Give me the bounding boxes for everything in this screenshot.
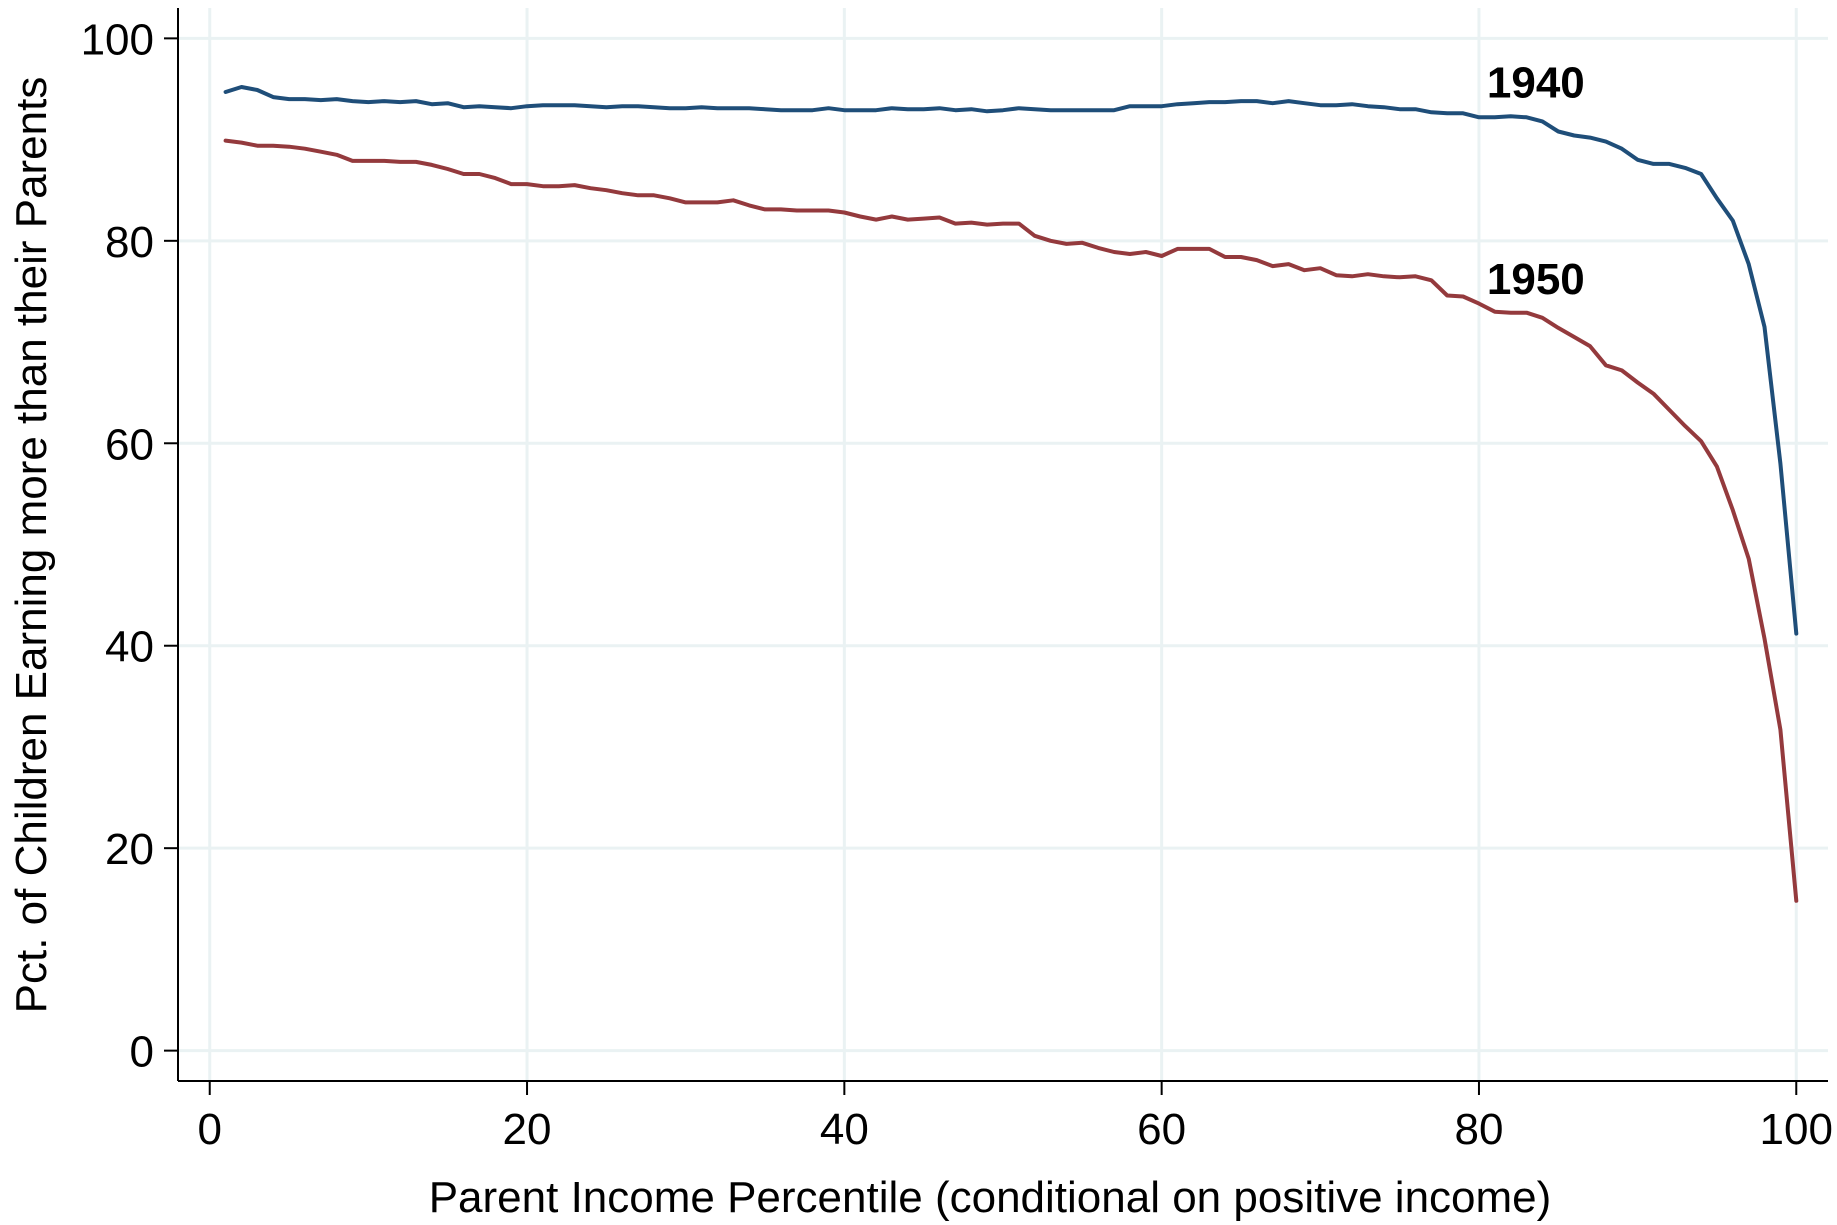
- series-lines: [223, 85, 1799, 903]
- series-line-1950: [223, 138, 1799, 903]
- x-tick-label: 0: [197, 1105, 221, 1154]
- series-label-1940: 1940: [1487, 58, 1585, 107]
- y-axis-title: Pct. of Children Earning more than their…: [7, 77, 56, 1014]
- x-tick-label: 80: [1454, 1105, 1503, 1154]
- y-tick-label: 100: [81, 15, 154, 64]
- x-tick-label: 40: [820, 1105, 869, 1154]
- y-tick-label: 60: [105, 420, 154, 469]
- gridlines: [178, 8, 1828, 1081]
- series-line-1940: [223, 85, 1799, 636]
- y-tick-label: 0: [130, 1028, 154, 1077]
- x-tick-label: 20: [503, 1105, 552, 1154]
- ticks: 0 20 40 60 80 100 0 20 40 60 80 100: [81, 15, 1833, 1154]
- x-tick-label: 60: [1137, 1105, 1186, 1154]
- y-tick-label: 80: [105, 218, 154, 267]
- x-axis-title: Parent Income Percentile (conditional on…: [429, 1173, 1552, 1222]
- axes: [177, 8, 1828, 1082]
- series-label-1950: 1950: [1487, 255, 1585, 304]
- series-labels: 1940 1950: [1487, 58, 1585, 303]
- x-tick-label: 100: [1760, 1105, 1833, 1154]
- y-tick-label: 20: [105, 825, 154, 874]
- y-tick-label: 40: [105, 623, 154, 672]
